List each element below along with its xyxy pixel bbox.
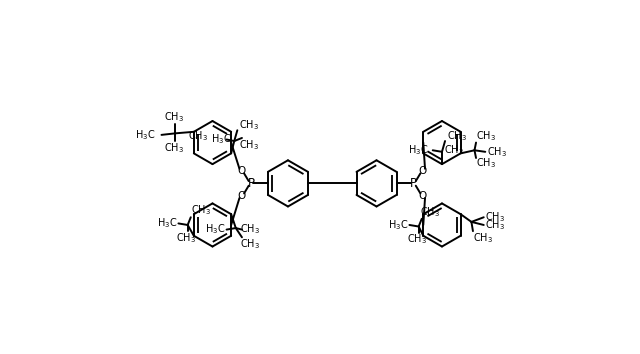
- Text: CH$_3$: CH$_3$: [444, 143, 463, 157]
- Text: CH$_3$: CH$_3$: [485, 218, 506, 232]
- Text: CH$_3$: CH$_3$: [191, 204, 211, 217]
- Text: CH$_3$: CH$_3$: [476, 156, 496, 170]
- Text: H$_3$C: H$_3$C: [211, 133, 231, 147]
- Text: O: O: [419, 191, 427, 201]
- Text: P: P: [248, 177, 255, 190]
- Text: O: O: [237, 166, 246, 176]
- Text: H$_3$C: H$_3$C: [135, 128, 156, 142]
- Text: CH$_3$: CH$_3$: [407, 233, 427, 246]
- Text: O: O: [419, 166, 427, 176]
- Text: H$_3$C: H$_3$C: [157, 217, 177, 230]
- Text: H$_3$C: H$_3$C: [388, 218, 408, 232]
- Text: CH$_3$: CH$_3$: [485, 210, 506, 224]
- Text: CH$_3$: CH$_3$: [176, 231, 196, 245]
- Text: CH$_3$: CH$_3$: [473, 231, 493, 245]
- Text: CH$_3$: CH$_3$: [188, 129, 207, 143]
- Text: O: O: [237, 191, 246, 201]
- Text: H$_3$C: H$_3$C: [408, 143, 428, 157]
- Text: CH$_3$: CH$_3$: [476, 129, 496, 143]
- Text: CH$_3$: CH$_3$: [487, 145, 507, 159]
- Text: CH$_3$: CH$_3$: [241, 237, 260, 251]
- Text: P: P: [410, 177, 417, 190]
- Text: CH$_3$: CH$_3$: [239, 138, 259, 152]
- Text: CH$_3$: CH$_3$: [164, 141, 184, 155]
- Text: CH$_3$: CH$_3$: [420, 205, 440, 219]
- Text: CH$_3$: CH$_3$: [241, 223, 260, 236]
- Text: CH$_3$: CH$_3$: [447, 129, 467, 143]
- Text: CH$_3$: CH$_3$: [164, 110, 184, 124]
- Text: CH$_3$: CH$_3$: [239, 118, 259, 132]
- Text: H$_3$C: H$_3$C: [205, 223, 225, 236]
